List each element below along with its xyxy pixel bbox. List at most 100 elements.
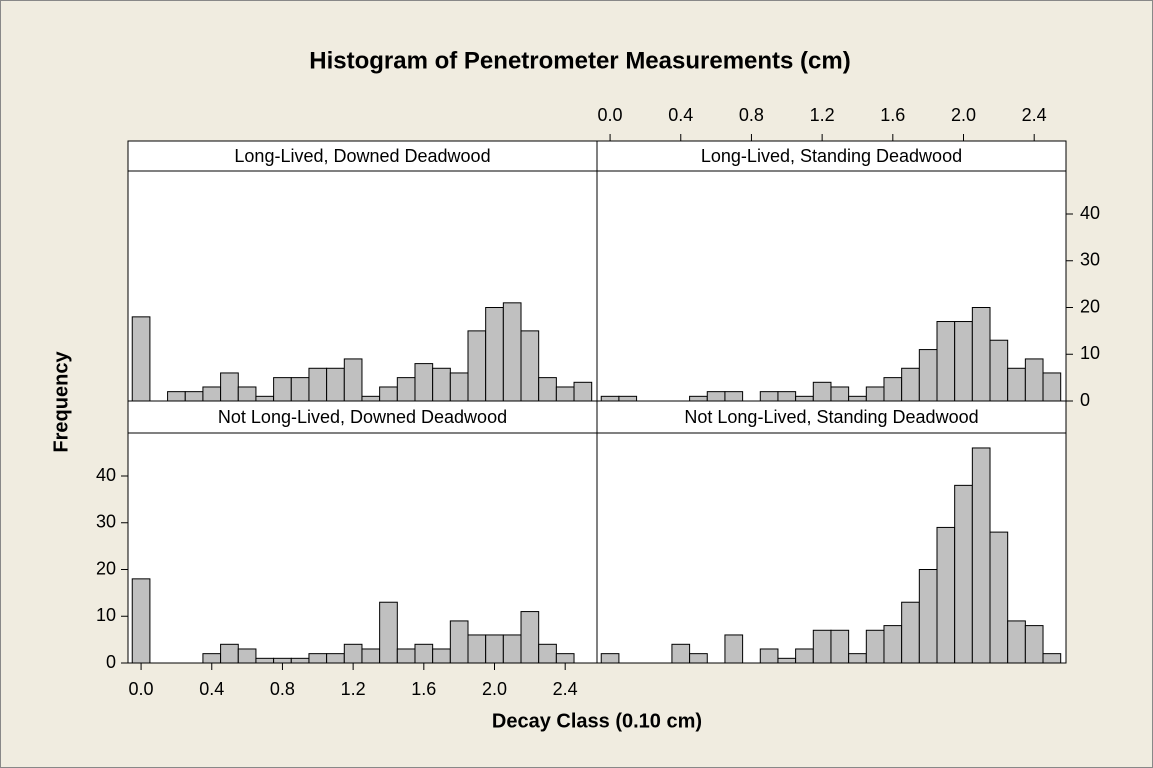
bar <box>573 381 593 402</box>
y-tick-label: 40 <box>96 465 116 485</box>
panel-title: Long-Lived, Standing Deadwood <box>701 146 962 166</box>
x-tick-label: 0.4 <box>199 679 224 699</box>
bar <box>184 391 204 402</box>
bar <box>290 377 310 402</box>
bar <box>830 386 850 402</box>
bar <box>520 330 540 402</box>
bar <box>706 391 726 402</box>
bar <box>396 377 416 402</box>
bar <box>449 620 469 664</box>
y-tick-label: 0 <box>106 652 116 672</box>
bar <box>485 634 504 664</box>
bar <box>290 657 310 664</box>
x-axis-label: Decay Class (0.10 cm) <box>492 710 702 732</box>
x-tick-label: 0.8 <box>739 105 764 125</box>
bar <box>901 601 920 664</box>
bar <box>848 653 867 664</box>
bar <box>379 386 398 402</box>
panel-title: Long-Lived, Downed Deadwood <box>234 146 490 166</box>
bar <box>538 377 557 402</box>
bar <box>954 321 973 402</box>
bar <box>883 377 903 402</box>
bar <box>777 391 797 402</box>
bar <box>343 358 363 402</box>
bar <box>167 391 186 402</box>
bar <box>671 643 691 664</box>
bar <box>724 391 744 402</box>
bar <box>724 634 744 664</box>
bar <box>220 643 239 664</box>
bar <box>1042 653 1062 664</box>
x-tick-label: 2.0 <box>482 679 507 699</box>
bar <box>379 601 398 664</box>
y-tick-label: 10 <box>1080 343 1100 363</box>
bar <box>255 657 275 664</box>
bar <box>326 367 345 402</box>
x-tick-label: 1.6 <box>411 679 436 699</box>
bar <box>1024 358 1044 402</box>
y-tick-label: 40 <box>1080 203 1100 223</box>
bar <box>502 634 522 664</box>
bar <box>555 386 575 402</box>
bar <box>273 377 292 402</box>
bar <box>361 648 381 664</box>
y-tick-label: 0 <box>1080 390 1090 410</box>
y-axis-label: Frequency <box>50 351 72 453</box>
bar <box>918 569 938 664</box>
bar <box>989 531 1009 664</box>
bar <box>432 367 451 402</box>
bar <box>954 484 973 664</box>
x-tick-label: 0.4 <box>668 105 693 125</box>
x-tick-label: 0.8 <box>270 679 295 699</box>
bar <box>971 307 991 402</box>
x-tick-label: 1.6 <box>880 105 905 125</box>
y-tick-label: 10 <box>96 605 116 625</box>
x-tick-label: 0.0 <box>129 679 154 699</box>
bar <box>326 653 345 664</box>
bar <box>538 643 557 664</box>
bar <box>1007 620 1026 664</box>
bar <box>467 330 487 402</box>
bar <box>555 653 575 664</box>
bar <box>202 386 222 402</box>
bar <box>989 339 1009 402</box>
bar <box>1042 372 1062 402</box>
bar <box>1024 625 1044 664</box>
x-tick-label: 1.2 <box>341 679 366 699</box>
bar <box>520 611 540 664</box>
y-tick-label: 20 <box>96 558 116 578</box>
bar <box>308 367 328 402</box>
panel-title: Not Long-Lived, Standing Deadwood <box>684 407 978 427</box>
x-tick-label: 1.2 <box>810 105 835 125</box>
bar <box>971 447 991 664</box>
bar <box>759 391 779 402</box>
bar <box>901 367 920 402</box>
x-tick-label: 2.0 <box>951 105 976 125</box>
y-tick-label: 30 <box>96 512 116 532</box>
bar <box>131 316 151 402</box>
bar <box>936 321 956 402</box>
bar <box>343 643 363 664</box>
bar <box>795 395 814 402</box>
bar <box>502 302 522 402</box>
bar <box>414 363 434 402</box>
panel-header <box>596 400 1067 434</box>
bar <box>449 372 469 402</box>
bar <box>220 372 239 402</box>
bar <box>812 381 832 402</box>
y-tick-label: 30 <box>1080 250 1100 270</box>
panel-background <box>128 433 597 663</box>
bar <box>777 657 797 664</box>
bar <box>308 653 328 664</box>
bar <box>361 395 381 402</box>
bar <box>202 653 222 664</box>
bar <box>432 648 451 664</box>
bar <box>618 395 638 402</box>
bar <box>467 634 487 664</box>
bar <box>883 625 903 664</box>
bar <box>600 395 620 402</box>
bar <box>830 629 850 664</box>
bar <box>255 395 275 402</box>
y-tick-label: 20 <box>1080 296 1100 316</box>
